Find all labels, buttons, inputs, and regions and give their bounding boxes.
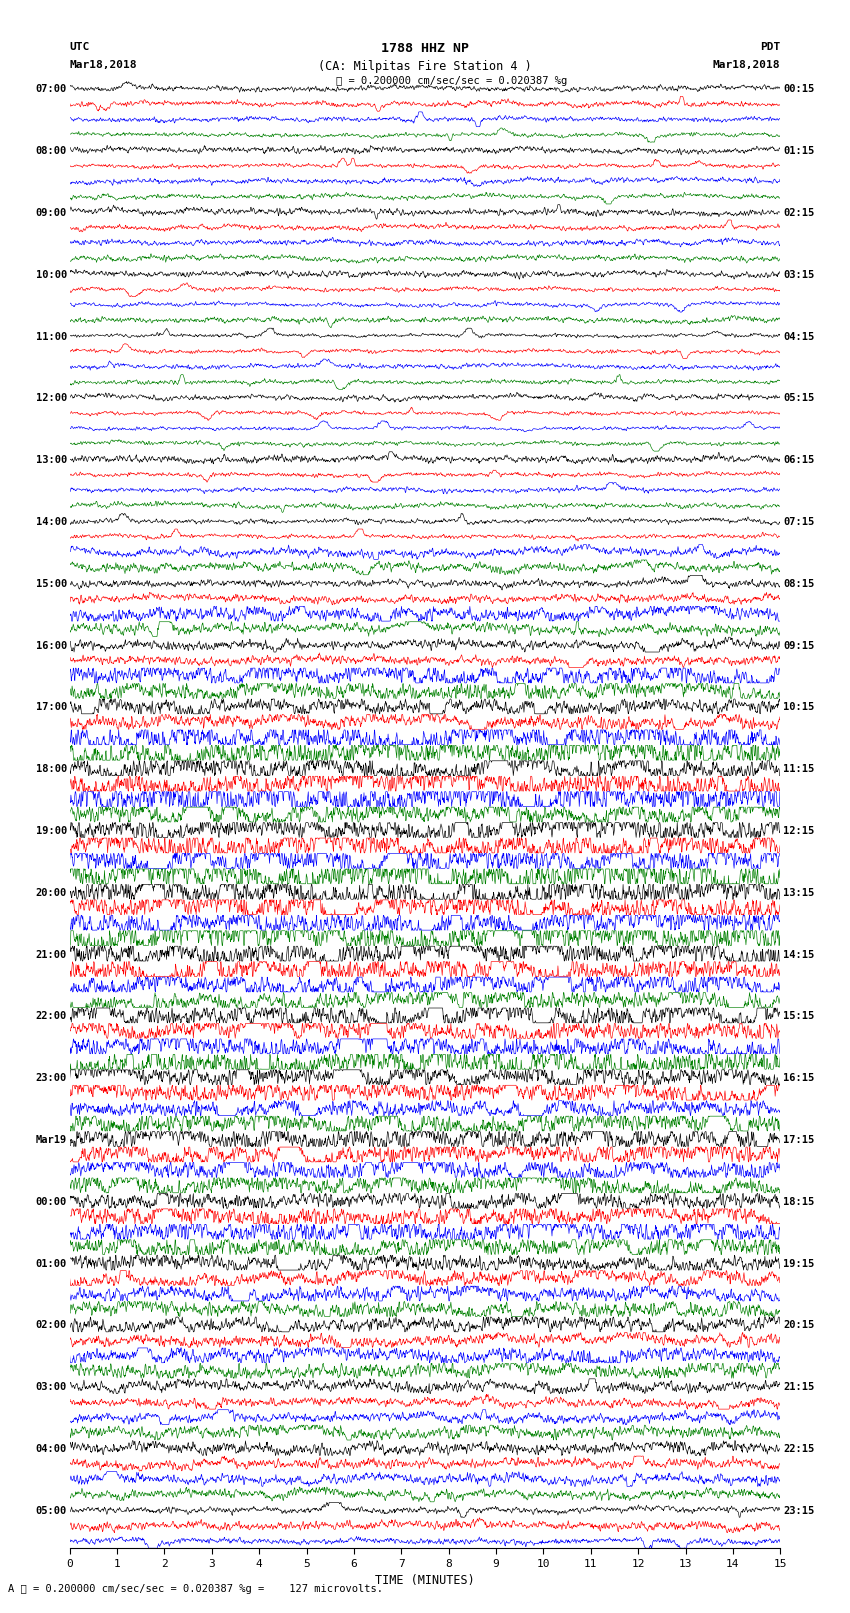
Text: 1788 HHZ NP: 1788 HHZ NP <box>381 42 469 55</box>
Text: Mar18,2018: Mar18,2018 <box>70 60 137 69</box>
Text: PDT: PDT <box>760 42 780 52</box>
Text: ⎸ = 0.200000 cm/sec/sec = 0.020387 %g: ⎸ = 0.200000 cm/sec/sec = 0.020387 %g <box>336 76 567 85</box>
Text: (CA: Milpitas Fire Station 4 ): (CA: Milpitas Fire Station 4 ) <box>318 60 532 73</box>
Text: UTC: UTC <box>70 42 90 52</box>
X-axis label: TIME (MINUTES): TIME (MINUTES) <box>375 1574 475 1587</box>
Text: A ⎸ = 0.200000 cm/sec/sec = 0.020387 %g =    127 microvolts.: A ⎸ = 0.200000 cm/sec/sec = 0.020387 %g … <box>8 1584 383 1594</box>
Text: Mar18,2018: Mar18,2018 <box>713 60 780 69</box>
